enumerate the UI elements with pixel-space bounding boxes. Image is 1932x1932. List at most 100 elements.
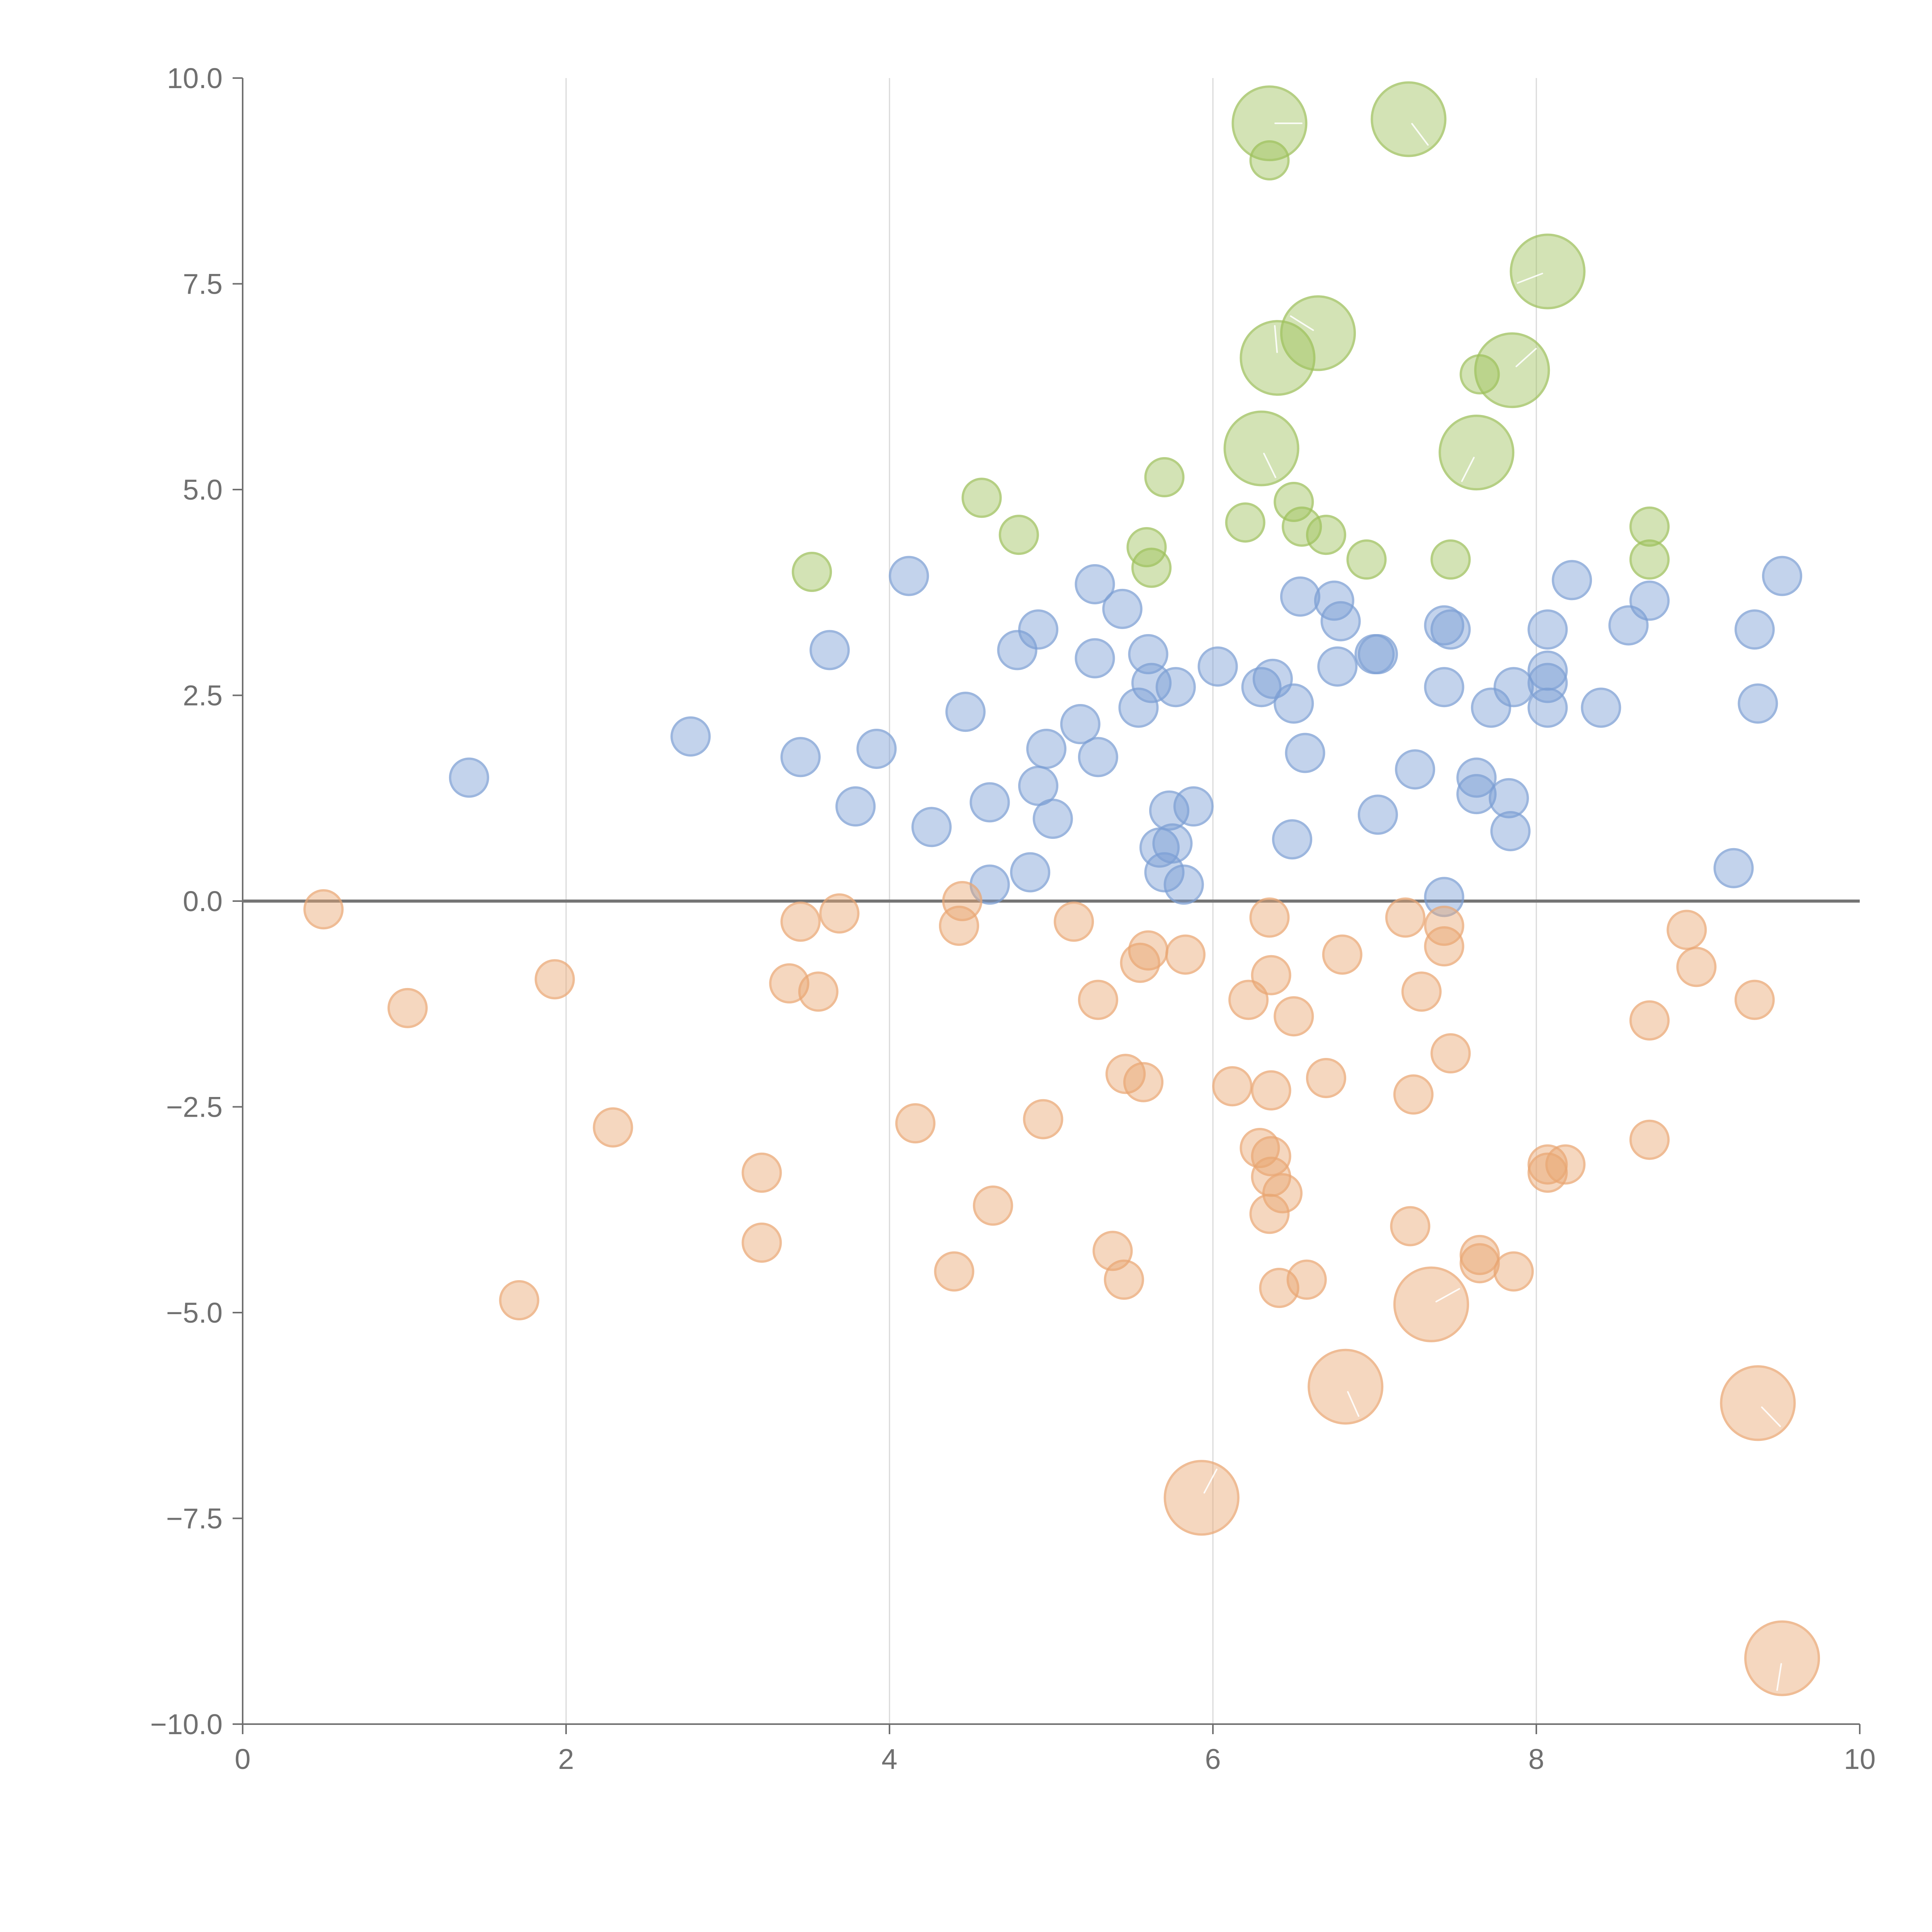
- orange-point-fill: [1459, 1243, 1500, 1284]
- orange-point-fill: [895, 1103, 935, 1144]
- blue-point-outline: [1608, 605, 1649, 646]
- orange-point-fill: [1274, 996, 1314, 1037]
- orange-point-fill: [1054, 901, 1094, 942]
- blue-point-outline: [780, 737, 821, 777]
- orange-point: [1424, 905, 1464, 946]
- orange-point: [1667, 910, 1707, 950]
- x-tick-label: 4: [881, 1743, 897, 1775]
- orange-point-fill: [1251, 1136, 1291, 1177]
- blue-point: [945, 692, 986, 732]
- blue-point-outline: [1285, 733, 1325, 773]
- blue-point-outline: [1197, 646, 1238, 687]
- blue-point-outline: [1144, 852, 1185, 893]
- orange-point-outline: [1459, 1235, 1500, 1275]
- blue-point-fill: [1155, 667, 1196, 707]
- green-point-fill: [1131, 548, 1172, 588]
- blue-point-fill: [1527, 609, 1568, 650]
- green-point: [1223, 410, 1299, 486]
- orange-point: [1123, 1062, 1164, 1102]
- orange-point-outline: [973, 1185, 1013, 1226]
- blue-point: [856, 728, 897, 769]
- blue-point-fill: [1320, 601, 1361, 641]
- orange-point-highlight: [1203, 1468, 1218, 1494]
- blue-point: [1527, 609, 1568, 650]
- blue-point-fill: [1317, 646, 1358, 687]
- orange-point-fill: [1393, 1266, 1469, 1342]
- blue-point-outline: [835, 786, 876, 827]
- green-point-outline: [1430, 539, 1471, 580]
- blue-point-outline: [1490, 811, 1531, 851]
- orange-point-outline: [1322, 934, 1362, 975]
- green-point: [1240, 320, 1316, 396]
- blue-point: [1102, 588, 1143, 629]
- orange-point-fill: [742, 1152, 782, 1193]
- orange-point: [1251, 1070, 1291, 1111]
- x-tick-label: 6: [1205, 1743, 1221, 1775]
- blue-point: [835, 786, 876, 827]
- blue-point-outline: [1155, 667, 1196, 707]
- orange-point: [1459, 1235, 1500, 1275]
- orange-point-outline: [1493, 1251, 1534, 1292]
- blue-point: [1060, 704, 1100, 745]
- orange-point: [742, 1152, 782, 1193]
- y-tick-label: 10.0: [167, 62, 223, 94]
- orange-point: [1249, 1194, 1290, 1234]
- orange-point-outline: [1385, 897, 1426, 938]
- green-point-outline: [998, 515, 1039, 555]
- y-tick-label: 5.0: [183, 474, 223, 506]
- blue-point-fill: [1354, 634, 1395, 674]
- green-point-outline: [1459, 354, 1500, 395]
- orange-point: [1262, 1173, 1303, 1214]
- green-point-fill: [1371, 81, 1447, 157]
- orange-point-fill: [534, 959, 575, 1000]
- blue-point: [1152, 823, 1193, 864]
- green-point-outline: [1474, 332, 1550, 408]
- blue-point-outline: [945, 692, 986, 732]
- green-point: [1510, 233, 1586, 310]
- orange-point-fill: [1249, 897, 1290, 938]
- blue-point-fill: [670, 716, 711, 757]
- y-tick-label: 2.5: [183, 680, 223, 712]
- blue-point-outline: [889, 556, 929, 596]
- orange-point-outline: [1092, 1231, 1133, 1271]
- orange-point-fill: [1163, 1460, 1240, 1536]
- green-point-highlight: [1263, 452, 1277, 478]
- green-point-fill: [792, 552, 832, 592]
- blue-point-outline: [1128, 634, 1168, 674]
- axis-layer: −10.0 −7.5 −5.0 −2.5 0.0 2.5 5.0 7.5 10.0 0 2 4 6 8 10: [150, 62, 1876, 1775]
- orange-point-outline: [1120, 942, 1160, 983]
- orange-point: [593, 1107, 633, 1148]
- green-point-fill: [1439, 415, 1515, 491]
- orange-point: [1078, 980, 1118, 1020]
- blue-point-fill: [1527, 650, 1568, 691]
- blue-point-fill: [1285, 733, 1325, 773]
- blue-point-outline: [969, 782, 1010, 823]
- orange-point-fill: [942, 881, 983, 921]
- green-point-outline: [1240, 320, 1316, 396]
- orange-point-outline: [1667, 910, 1707, 950]
- blue-point-outline: [1131, 663, 1172, 703]
- green-point-outline: [1225, 502, 1265, 543]
- orange-point-outline: [1720, 1365, 1796, 1441]
- orange-point: [1390, 1206, 1430, 1247]
- orange-point-outline: [1527, 1152, 1568, 1193]
- blue-point: [1274, 683, 1314, 724]
- orange-point-outline: [1459, 1243, 1500, 1284]
- blue-point-outline: [1060, 704, 1100, 745]
- orange-point-fill: [934, 1251, 975, 1292]
- green-point-fill: [1231, 85, 1308, 162]
- blue-point-fill: [1490, 811, 1531, 851]
- blue-point-fill: [1488, 778, 1529, 818]
- orange-point-outline: [1212, 1066, 1253, 1107]
- orange-point-fill: [1667, 910, 1707, 950]
- blue-point-outline: [1241, 667, 1282, 707]
- blue-point-fill: [810, 630, 850, 670]
- blue-point: [1471, 687, 1511, 728]
- orange-point-fill: [1744, 1620, 1820, 1696]
- blue-point-fill: [1430, 609, 1471, 650]
- orange-point: [1251, 955, 1291, 995]
- orange-point-outline: [1401, 971, 1442, 1012]
- blue-point: [1527, 663, 1568, 703]
- orange-point-fill: [1123, 1062, 1164, 1102]
